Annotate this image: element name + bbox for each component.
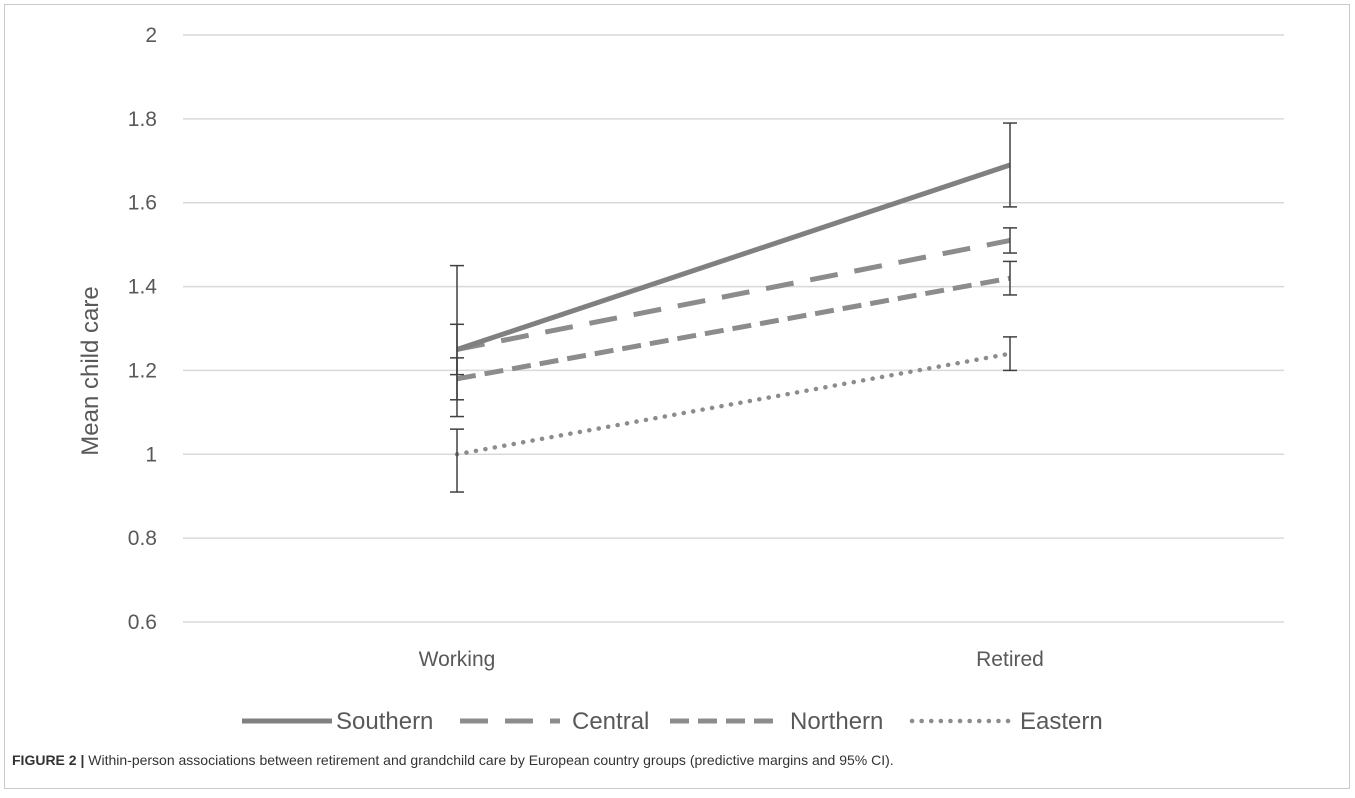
y-tick-label: 1.4 — [128, 276, 158, 299]
series-line-eastern — [454, 351, 1013, 457]
line-chart: 0.6 0.8 1 1.2 1.4 1.6 1.8 2 Working Retired Mean… — [77, 24, 1284, 735]
y-tick-label: 1.6 — [128, 192, 157, 215]
gridlines — [183, 34, 1284, 623]
y-tick-label: 1 — [145, 443, 157, 466]
legend-item-central: Central — [460, 708, 649, 735]
series-line-northern — [456, 275, 1011, 382]
error-bar-northern — [1003, 260, 1017, 296]
x-axis-ticks: Working Retired — [419, 648, 1044, 671]
error-bar-central — [1003, 227, 1017, 254]
error-bar-eastern — [1003, 336, 1017, 372]
legend-label: Southern — [336, 708, 433, 735]
y-axis-ticks: 0.6 0.8 1 1.2 1.4 1.6 1.8 2 — [128, 24, 158, 634]
y-tick-label: 2 — [145, 24, 157, 47]
series-line-central — [456, 237, 1011, 352]
y-tick-label: 0.8 — [128, 527, 157, 550]
series-lines — [454, 162, 1013, 457]
y-tick-label: 1.8 — [128, 108, 157, 131]
figure-number: FIGURE 2 | — [12, 752, 85, 768]
series-line-southern — [456, 162, 1011, 352]
legend-item-eastern: Eastern — [909, 708, 1103, 735]
y-axis-title: Mean child care — [77, 286, 104, 455]
figure-caption: FIGURE 2 | Within-person associations be… — [12, 752, 1342, 768]
legend-item-northern: Northern — [670, 708, 883, 735]
legend-label: Central — [572, 708, 649, 735]
y-tick-label: 0.6 — [128, 611, 157, 634]
figure-caption-text: Within-person associations between retir… — [88, 752, 894, 768]
error-bar-eastern — [450, 428, 464, 493]
legend-label: Eastern — [1020, 708, 1103, 735]
error-bar-southern — [1003, 122, 1017, 208]
legend-label: Northern — [790, 708, 883, 735]
error-bar-northern — [450, 357, 464, 401]
y-tick-label: 1.2 — [128, 359, 157, 382]
legend: Southern Central Northern Eastern — [242, 708, 1103, 735]
error-bars — [450, 122, 1017, 493]
legend-item-southern: Southern — [242, 708, 433, 735]
x-tick-label: Retired — [976, 648, 1044, 671]
x-tick-label: Working — [419, 648, 496, 671]
figure-frame — [4, 4, 1350, 789]
